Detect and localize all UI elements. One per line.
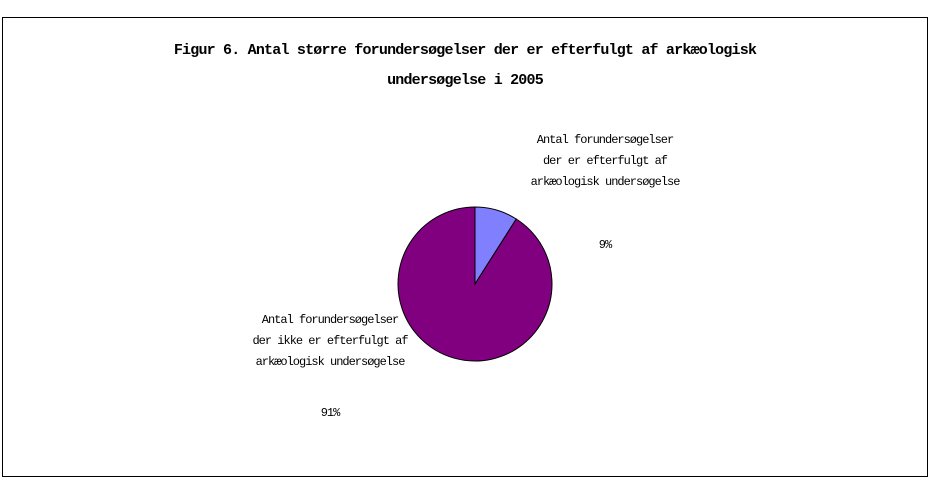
- slice-value-label: 9%: [598, 238, 612, 252]
- slice-label: Antal forundersøgelser der ikke er efter…: [252, 313, 408, 369]
- chart-title: Figur 6. Antal større forundersøgelser d…: [173, 42, 757, 89]
- slice-value-label: 91%: [320, 406, 341, 420]
- slice-label: Antal forundersøgelser der er efterfulgt…: [530, 133, 681, 189]
- pie-slice: [397, 206, 553, 362]
